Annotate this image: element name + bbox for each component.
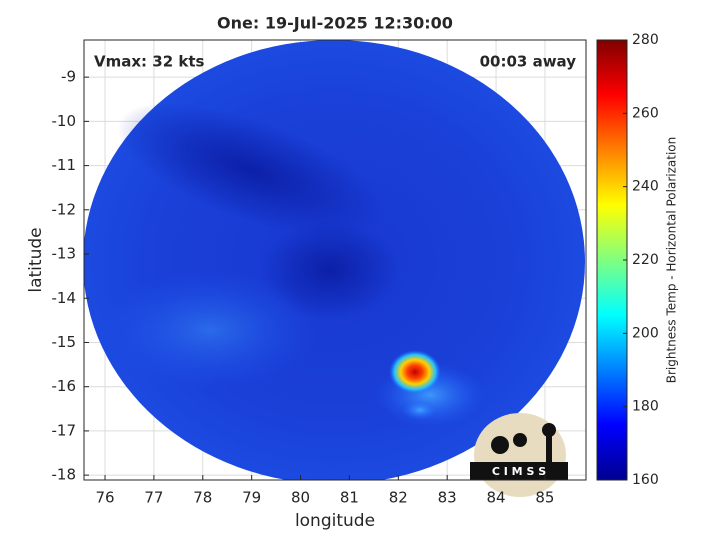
y-tick-label: -17 bbox=[52, 421, 77, 439]
x-tick-label: 80 bbox=[291, 489, 310, 507]
x-tick-label: 78 bbox=[193, 489, 212, 507]
chart-title: One: 19-Jul-2025 12:30:00 bbox=[217, 14, 453, 33]
y-tick-label: -16 bbox=[52, 377, 77, 395]
annotation: Vmax: 32 kts bbox=[94, 53, 204, 71]
x-tick-label: 77 bbox=[144, 489, 163, 507]
x-tick-label: 79 bbox=[242, 489, 261, 507]
colorbar-tick-label: 220 bbox=[632, 252, 659, 268]
colorbar-label: Brightness Temp - Horizontal Polarizatio… bbox=[665, 137, 679, 384]
y-tick-label: -9 bbox=[61, 68, 76, 86]
colorbar-tick-label: 180 bbox=[632, 399, 659, 415]
colorbar-tick-label: 280 bbox=[632, 32, 659, 48]
colorbar-tick-label: 160 bbox=[632, 472, 659, 488]
plot-frame bbox=[83, 39, 587, 481]
y-axis-label: latitude bbox=[26, 227, 46, 292]
colorbar-tick-label: 260 bbox=[632, 105, 659, 121]
colorbar-tick-label: 240 bbox=[632, 179, 659, 195]
x-tick-label: 85 bbox=[535, 489, 554, 507]
y-tick-label: -14 bbox=[52, 289, 77, 307]
y-tick-label: -12 bbox=[52, 200, 77, 218]
annotation: 00:03 away bbox=[480, 53, 577, 71]
colorbar-tick-label: 200 bbox=[632, 325, 659, 341]
x-tick-label: 76 bbox=[95, 489, 114, 507]
x-tick-label: 81 bbox=[340, 489, 359, 507]
y-tick-label: -18 bbox=[52, 466, 77, 484]
colorbar bbox=[596, 39, 628, 481]
logo-text: C I M S S bbox=[492, 465, 546, 478]
y-tick-label: -15 bbox=[52, 333, 77, 351]
y-tick-label: -13 bbox=[52, 245, 77, 263]
x-tick-label: 83 bbox=[438, 489, 457, 507]
x-tick-label: 84 bbox=[487, 489, 506, 507]
y-tick-label: -10 bbox=[52, 112, 77, 130]
x-tick-label: 82 bbox=[389, 489, 408, 507]
logo: C I M S S bbox=[470, 413, 568, 497]
y-tick-label: -11 bbox=[52, 156, 77, 174]
image bbox=[84, 40, 585, 480]
x-axis-label: longitude bbox=[295, 511, 375, 531]
